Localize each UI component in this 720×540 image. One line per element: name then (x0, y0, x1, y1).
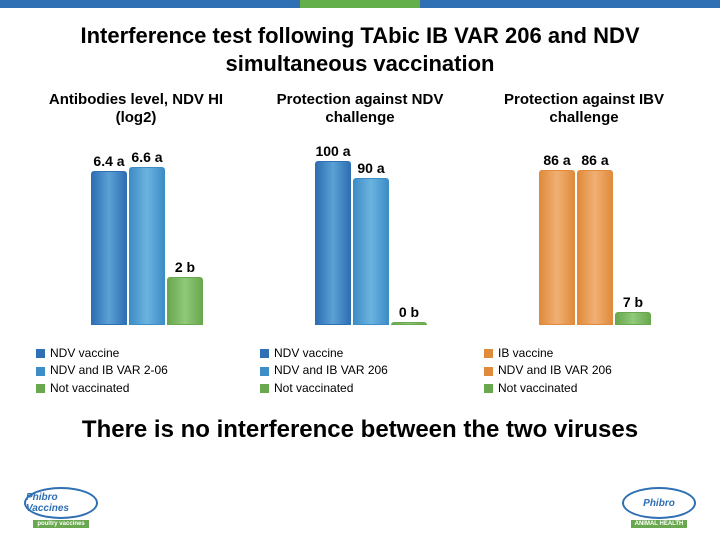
legend-item: NDV vaccine (36, 345, 168, 362)
chart-legend: IB vaccineNDV and IB VAR 206Not vaccinat… (476, 345, 612, 397)
slide-title: Interference test following TAbic IB VAR… (68, 22, 652, 77)
legend-swatch-icon (36, 349, 45, 358)
chart-panel: Antibodies level, NDV HI (log2) 6.4 a 6.6 … (28, 91, 244, 397)
legend-label: NDV and IB VAR 2-06 (50, 362, 168, 379)
chart-legend: NDV vaccineNDV and IB VAR 2-06Not vaccin… (28, 345, 168, 397)
bar-value-label: 6.4 a (93, 153, 124, 169)
legend-label: Not vaccinated (50, 380, 129, 397)
bar (91, 171, 127, 325)
bar-value-label: 90 a (357, 160, 384, 176)
chart-panel: Protection against NDV challenge100 a 90 … (252, 91, 468, 397)
logo-icon: Phibro (622, 487, 696, 519)
legend-swatch-icon (260, 367, 269, 376)
charts-row: Antibodies level, NDV HI (log2) 6.4 a 6.6 … (28, 91, 692, 397)
legend-label: IB vaccine (498, 345, 553, 362)
conclusion-text: There is no interference between the two… (28, 415, 692, 445)
chart-plot-area: 100 a 90 a 0 b (265, 145, 455, 325)
chart-title: Protection against IBV challenge (476, 91, 692, 145)
slide-body: Interference test following TAbic IB VAR… (0, 8, 720, 540)
bar-value-label: 86 a (543, 152, 570, 168)
logo-right-name: Phibro (643, 498, 675, 509)
bar-value-label: 2 b (175, 259, 195, 275)
bar (577, 170, 613, 325)
bar (129, 167, 165, 325)
bar-value-label: 100 a (315, 143, 350, 159)
legend-swatch-icon (484, 384, 493, 393)
bar (539, 170, 575, 325)
bar-value-label: 6.6 a (131, 149, 162, 165)
legend-item: IB vaccine (484, 345, 612, 362)
logo-right-sub: ANIMAL HEALTH (631, 520, 688, 528)
legend-swatch-icon (484, 367, 493, 376)
legend-item: NDV and IB VAR 2-06 (36, 362, 168, 379)
bar (615, 312, 651, 325)
logo-phibro-vaccines: Phibro Vaccines poultry vaccines (16, 485, 106, 530)
bar (353, 178, 389, 325)
bar (391, 322, 427, 325)
bar-value-label: 86 a (581, 152, 608, 168)
decorative-top-stripe (0, 0, 720, 8)
legend-label: NDV vaccine (274, 345, 343, 362)
legend-swatch-icon (36, 384, 45, 393)
legend-swatch-icon (36, 367, 45, 376)
logo-phibro: Phibro ANIMAL HEALTH (614, 485, 704, 530)
legend-label: NDV and IB VAR 206 (274, 362, 388, 379)
chart-panel: Protection against IBV challenge86 a86 a… (476, 91, 692, 397)
chart-plot-area: 6.4 a 6.6 a 2 b (41, 145, 231, 325)
logo-left-sub: poultry vaccines (33, 520, 88, 528)
legend-item: NDV and IB VAR 206 (260, 362, 388, 379)
legend-swatch-icon (260, 384, 269, 393)
legend-label: Not vaccinated (498, 380, 577, 397)
bar-value-label: 0 b (399, 304, 419, 320)
legend-item: Not vaccinated (260, 380, 388, 397)
logo-icon: Phibro Vaccines (24, 487, 98, 519)
bar (315, 161, 351, 325)
legend-item: NDV vaccine (260, 345, 388, 362)
legend-label: Not vaccinated (274, 380, 353, 397)
bar-value-label: 7 b (623, 294, 643, 310)
legend-label: NDV and IB VAR 206 (498, 362, 612, 379)
legend-item: Not vaccinated (36, 380, 168, 397)
legend-label: NDV vaccine (50, 345, 119, 362)
legend-swatch-icon (484, 349, 493, 358)
chart-title: Protection against NDV challenge (252, 91, 468, 145)
logo-left-name: Phibro Vaccines (26, 492, 96, 514)
chart-legend: NDV vaccineNDV and IB VAR 206Not vaccina… (252, 345, 388, 397)
legend-item: NDV and IB VAR 206 (484, 362, 612, 379)
chart-title: Antibodies level, NDV HI (log2) (28, 91, 244, 145)
bar (167, 277, 203, 325)
chart-plot-area: 86 a 86 a 7 b (489, 145, 679, 325)
legend-item: Not vaccinated (484, 380, 612, 397)
legend-swatch-icon (260, 349, 269, 358)
